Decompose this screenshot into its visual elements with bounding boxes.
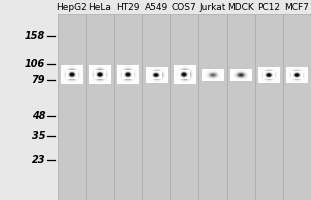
Text: MCF7: MCF7 xyxy=(285,3,309,12)
Text: HeLa: HeLa xyxy=(88,3,111,12)
Bar xyxy=(170,14,198,200)
Bar xyxy=(114,14,142,200)
Bar xyxy=(226,14,255,200)
Bar xyxy=(255,14,283,200)
Bar xyxy=(198,14,226,200)
Text: HepG2: HepG2 xyxy=(56,3,87,12)
Text: Jurkat: Jurkat xyxy=(199,3,225,12)
Text: HT29: HT29 xyxy=(116,3,140,12)
Bar xyxy=(283,14,311,200)
Text: 35: 35 xyxy=(32,131,45,141)
Text: 79: 79 xyxy=(32,75,45,85)
Text: 106: 106 xyxy=(25,59,45,69)
Text: PC12: PC12 xyxy=(257,3,280,12)
Bar xyxy=(142,14,170,200)
Text: MDCK: MDCK xyxy=(227,3,254,12)
Text: A549: A549 xyxy=(145,3,168,12)
Text: 23: 23 xyxy=(32,155,45,165)
Bar xyxy=(86,14,114,200)
Text: 158: 158 xyxy=(25,31,45,41)
Text: 48: 48 xyxy=(32,111,45,121)
Text: COS7: COS7 xyxy=(172,3,197,12)
Bar xyxy=(58,14,86,200)
